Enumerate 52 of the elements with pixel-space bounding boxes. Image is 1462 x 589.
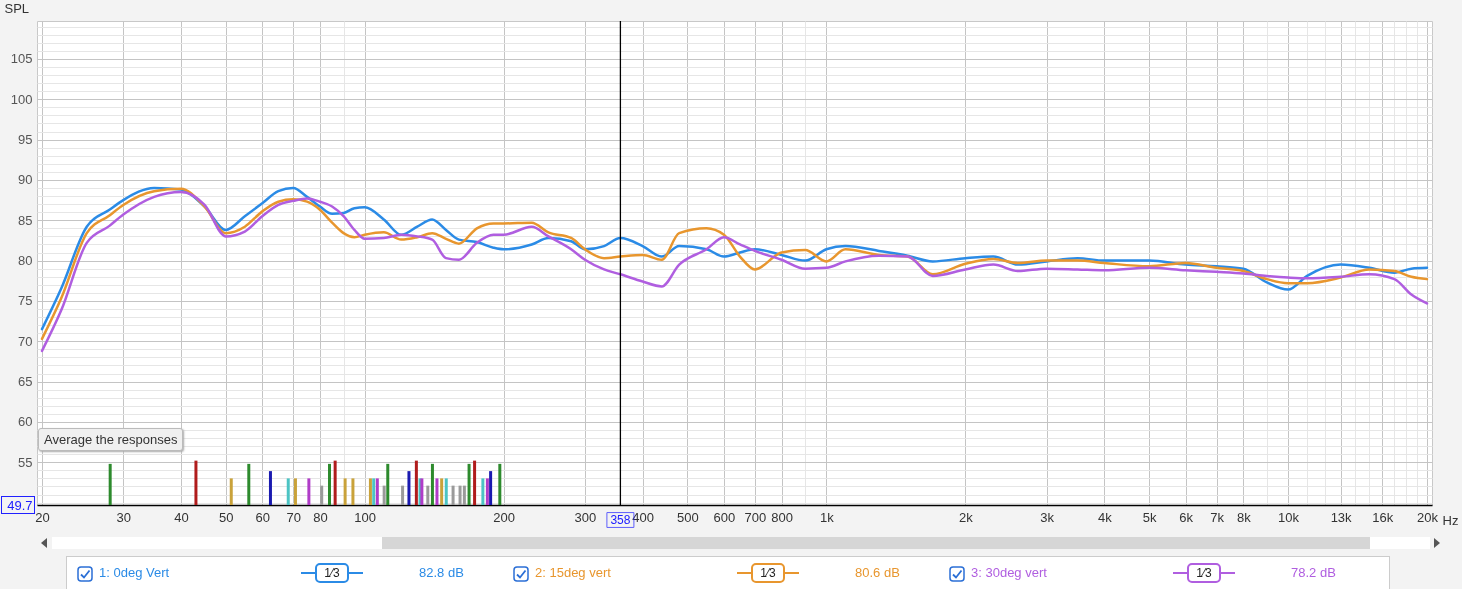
y-tick-label: 70 [18, 333, 33, 349]
y-tick-label: 60 [18, 414, 33, 430]
x-axis-title: Hz [1442, 512, 1459, 528]
x-tick-label: 600 [713, 509, 736, 525]
x-tick-label: 40 [174, 509, 189, 525]
text: 2: 15deg vert [535, 565, 611, 580]
y-tick-label: 80 [18, 253, 33, 269]
x-tick-label: 200 [493, 509, 516, 525]
text: 1⁄3 [751, 563, 785, 583]
x-tick-label: 6k [1179, 509, 1194, 525]
text: 1: 0deg Vert [99, 565, 170, 580]
x-tick-label: 80 [313, 509, 328, 525]
x-tick-label: 8k [1236, 509, 1252, 525]
y-tick-label: 95 [18, 132, 33, 148]
x-tick-label: 2k [958, 509, 974, 525]
y-tick-label: 55 [18, 454, 33, 470]
x-tick-label: 30 [116, 509, 132, 525]
x-tick-label: 7k [1210, 509, 1225, 525]
x-tick-label: 300 [574, 509, 597, 525]
y-tick-label: 75 [18, 293, 33, 309]
x-tick-label: 1k [819, 509, 835, 525]
x-tick-label: 400 [632, 509, 654, 525]
x-tick-label: 20 [35, 509, 50, 525]
x-tick-label: 13k [1330, 509, 1353, 525]
y-tick-label: 49.7 [7, 497, 33, 513]
x-tick-label: 700 [744, 509, 767, 525]
y-tick-label: 65 [18, 374, 33, 390]
x-tick-label: 500 [677, 509, 699, 525]
x-tick-label: 800 [771, 509, 793, 525]
text: 3: 30deg vert [971, 565, 1047, 580]
y-axis-title: SPL [4, 0, 30, 16]
x-tick-label: 16k [1372, 509, 1394, 525]
ref-line-label: 358 [610, 513, 631, 527]
x-tick-label: 10k [1278, 509, 1300, 525]
x-tick-label: 4k [1097, 509, 1113, 525]
text: 1⁄3 [1187, 563, 1221, 583]
y-tick-label: 90 [18, 172, 33, 188]
y-tick-label: 105 [10, 51, 33, 67]
x-tick-label: 50 [218, 509, 234, 525]
text: 82.8 dB [419, 565, 464, 580]
x-tick-label: 60 [255, 509, 271, 525]
y-tick-label: 85 [18, 212, 33, 228]
text: 78.2 dB [1291, 565, 1336, 580]
x-tick-label: 70 [286, 509, 301, 525]
text: 1⁄3 [315, 563, 349, 583]
x-tick-label: 5k [1142, 509, 1157, 525]
text: 80.6 dB [855, 565, 900, 580]
x-tick-label: 100 [354, 509, 377, 525]
y-tick-label: 100 [10, 91, 33, 107]
x-tick-label: 20k [1417, 509, 1439, 525]
annotation: Average the responses [38, 428, 184, 451]
x-tick-label: 3k [1040, 509, 1055, 525]
